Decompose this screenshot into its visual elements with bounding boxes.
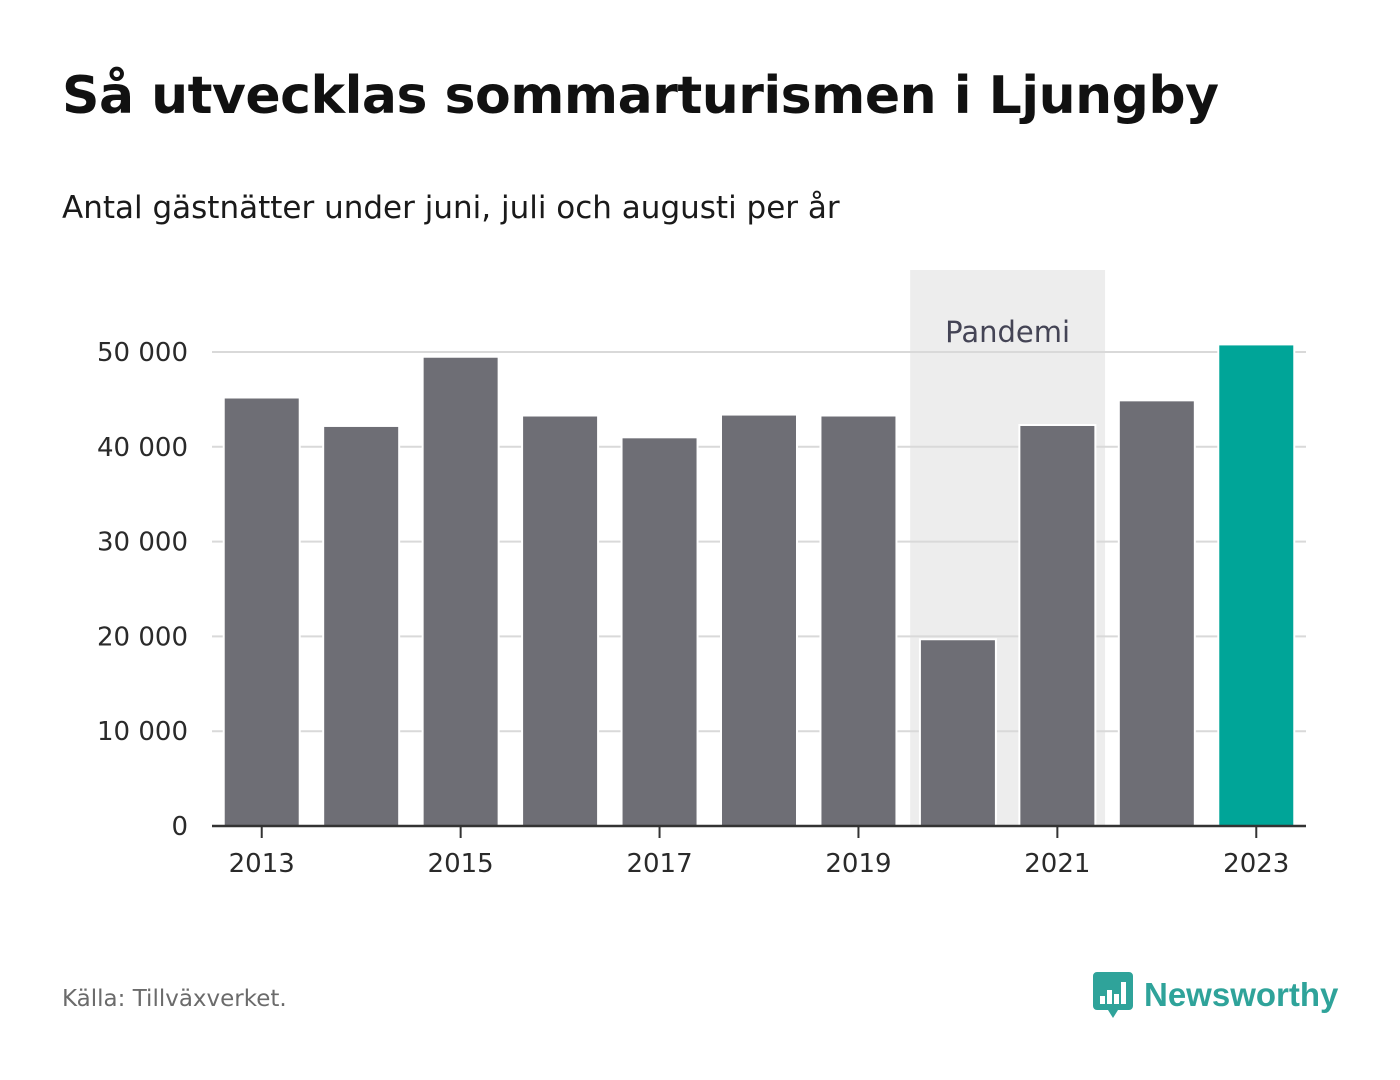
bar-2018 (720, 413, 798, 827)
x-tick-label-2023: 2023 (1223, 849, 1289, 879)
x-tick-label-2013: 2013 (229, 849, 295, 879)
bar-2020 (918, 638, 997, 828)
brand-logo: Newsworthy (1092, 970, 1338, 1020)
y-tick-label-3: 30 000 (97, 528, 188, 558)
chart-subtitle: Antal gästnätter under juni, juli och au… (62, 190, 840, 226)
tick-labels: 0 10 000 20 000 30 000 40 000 50 000 2013 2015 2… (97, 338, 1289, 879)
bars (222, 343, 1296, 828)
bar-2013 (222, 396, 301, 827)
x-tick-label-2019: 2019 (825, 849, 891, 879)
source-note: Källa: Tillväxverket. (62, 986, 287, 1012)
bar-2017 (620, 436, 699, 827)
y-tick-label-0: 0 (171, 812, 188, 842)
brand-name: Newsworthy (1144, 976, 1339, 1013)
bar-2016 (521, 414, 600, 827)
bar-2023 (1217, 343, 1296, 827)
bar-2022 (1117, 399, 1196, 827)
y-tick-label-4: 40 000 (97, 433, 188, 463)
x-tick-label-2017: 2017 (626, 849, 692, 879)
y-tick-label-1: 10 000 (97, 717, 188, 747)
axes (212, 824, 1306, 838)
chart-title: Så utvecklas sommarturismen i Ljungby (62, 66, 1219, 126)
bar-2021 (1018, 423, 1097, 827)
bar-2014 (322, 424, 401, 827)
y-tick-label-5: 50 000 (97, 338, 188, 368)
x-tick-label-2015: 2015 (428, 849, 494, 879)
x-tick-label-2021: 2021 (1024, 849, 1090, 879)
bar-2019 (819, 414, 898, 827)
annotation-label-0: Pandemi (945, 315, 1070, 349)
y-tick-label-2: 20 000 (97, 622, 188, 652)
bar-2015 (421, 355, 500, 827)
bar-chart-speech-bubble-icon (1093, 972, 1133, 1018)
